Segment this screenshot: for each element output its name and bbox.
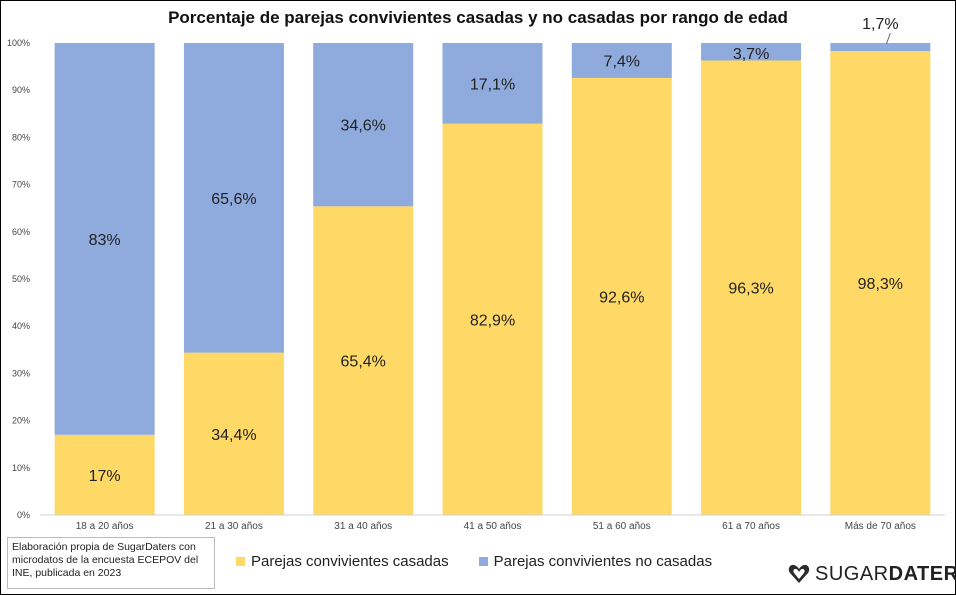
data-label: 34,6% — [341, 118, 386, 135]
bar-casadas — [313, 206, 414, 515]
data-label: 92,6% — [599, 289, 644, 306]
y-tick-label: 20% — [12, 416, 30, 426]
x-tick-label: 41 a 50 años — [464, 521, 522, 532]
bar-no-casadas — [183, 43, 284, 353]
x-tick-label: 21 a 30 años — [205, 521, 263, 532]
source-note: Elaboración propia de SugarDaters con mi… — [7, 537, 215, 589]
bar-casadas — [571, 77, 672, 515]
data-label: 83% — [89, 232, 121, 249]
data-label: 17% — [89, 468, 121, 485]
data-label: 17,1% — [470, 76, 515, 93]
y-tick-label: 0% — [17, 510, 30, 520]
x-tick-label: 61 a 70 años — [722, 521, 780, 532]
chart-title: Porcentaje de parejas convivientes casad… — [168, 8, 788, 27]
brand-text-sugar: SUGAR — [815, 562, 889, 585]
legend-label-no-casadas: Parejas convivientes no casadas — [493, 552, 713, 570]
y-tick-label: 80% — [12, 132, 30, 142]
data-label: 34,4% — [211, 427, 256, 444]
y-tick-label: 10% — [12, 463, 30, 473]
bar-casadas — [183, 352, 284, 515]
bar-no-casadas — [830, 43, 931, 52]
bar-casadas — [442, 123, 543, 515]
data-label: 82,9% — [470, 312, 515, 329]
x-tick-label: 51 a 60 años — [593, 521, 651, 532]
y-tick-label: 40% — [12, 321, 30, 331]
legend-item-no-casadas: Parejas convivientes no casadas — [478, 552, 713, 570]
bar-casadas — [830, 51, 931, 516]
legend-label-casadas: Parejas convivientes casadas — [251, 552, 449, 570]
leader-line — [885, 32, 891, 45]
legend-swatch-no-casadas — [478, 556, 488, 566]
bar-no-casadas — [701, 43, 802, 61]
y-tick-label: 50% — [12, 274, 30, 284]
x-tick-label: 18 a 20 años — [76, 521, 134, 532]
data-label: 98,3% — [858, 276, 903, 293]
y-tick-label: 30% — [12, 368, 30, 378]
y-tick-label: 60% — [12, 227, 30, 237]
bar-casadas — [54, 434, 155, 515]
y-tick-label: 70% — [12, 180, 30, 190]
x-tick-label: Más de 70 años — [845, 521, 916, 532]
brand-text-daters: DATERS — [888, 562, 956, 585]
data-label: 3,7% — [733, 46, 769, 63]
bar-casadas — [701, 60, 802, 516]
bar-no-casadas — [313, 43, 414, 207]
data-label: 7,4% — [604, 53, 640, 70]
legend-item-casadas: Parejas convivientes casadas — [236, 553, 449, 570]
data-label: 65,6% — [211, 191, 256, 208]
y-tick-label: 90% — [12, 85, 30, 95]
legend-swatch-casadas — [236, 556, 245, 566]
bar-no-casadas — [54, 43, 155, 435]
heart-icon — [788, 564, 810, 583]
bar-no-casadas — [571, 43, 672, 78]
brand-logo: SUGARDATERS — [788, 560, 956, 588]
legend: Parejas convivientes casadas Parejas con… — [236, 551, 742, 571]
x-tick-label: 31 a 40 años — [334, 521, 392, 532]
data-label: 1,7% — [862, 16, 898, 33]
y-tick-label: 100% — [7, 38, 30, 48]
data-label: 96,3% — [728, 281, 773, 298]
bar-no-casadas — [442, 43, 543, 124]
data-label: 65,4% — [341, 354, 386, 371]
